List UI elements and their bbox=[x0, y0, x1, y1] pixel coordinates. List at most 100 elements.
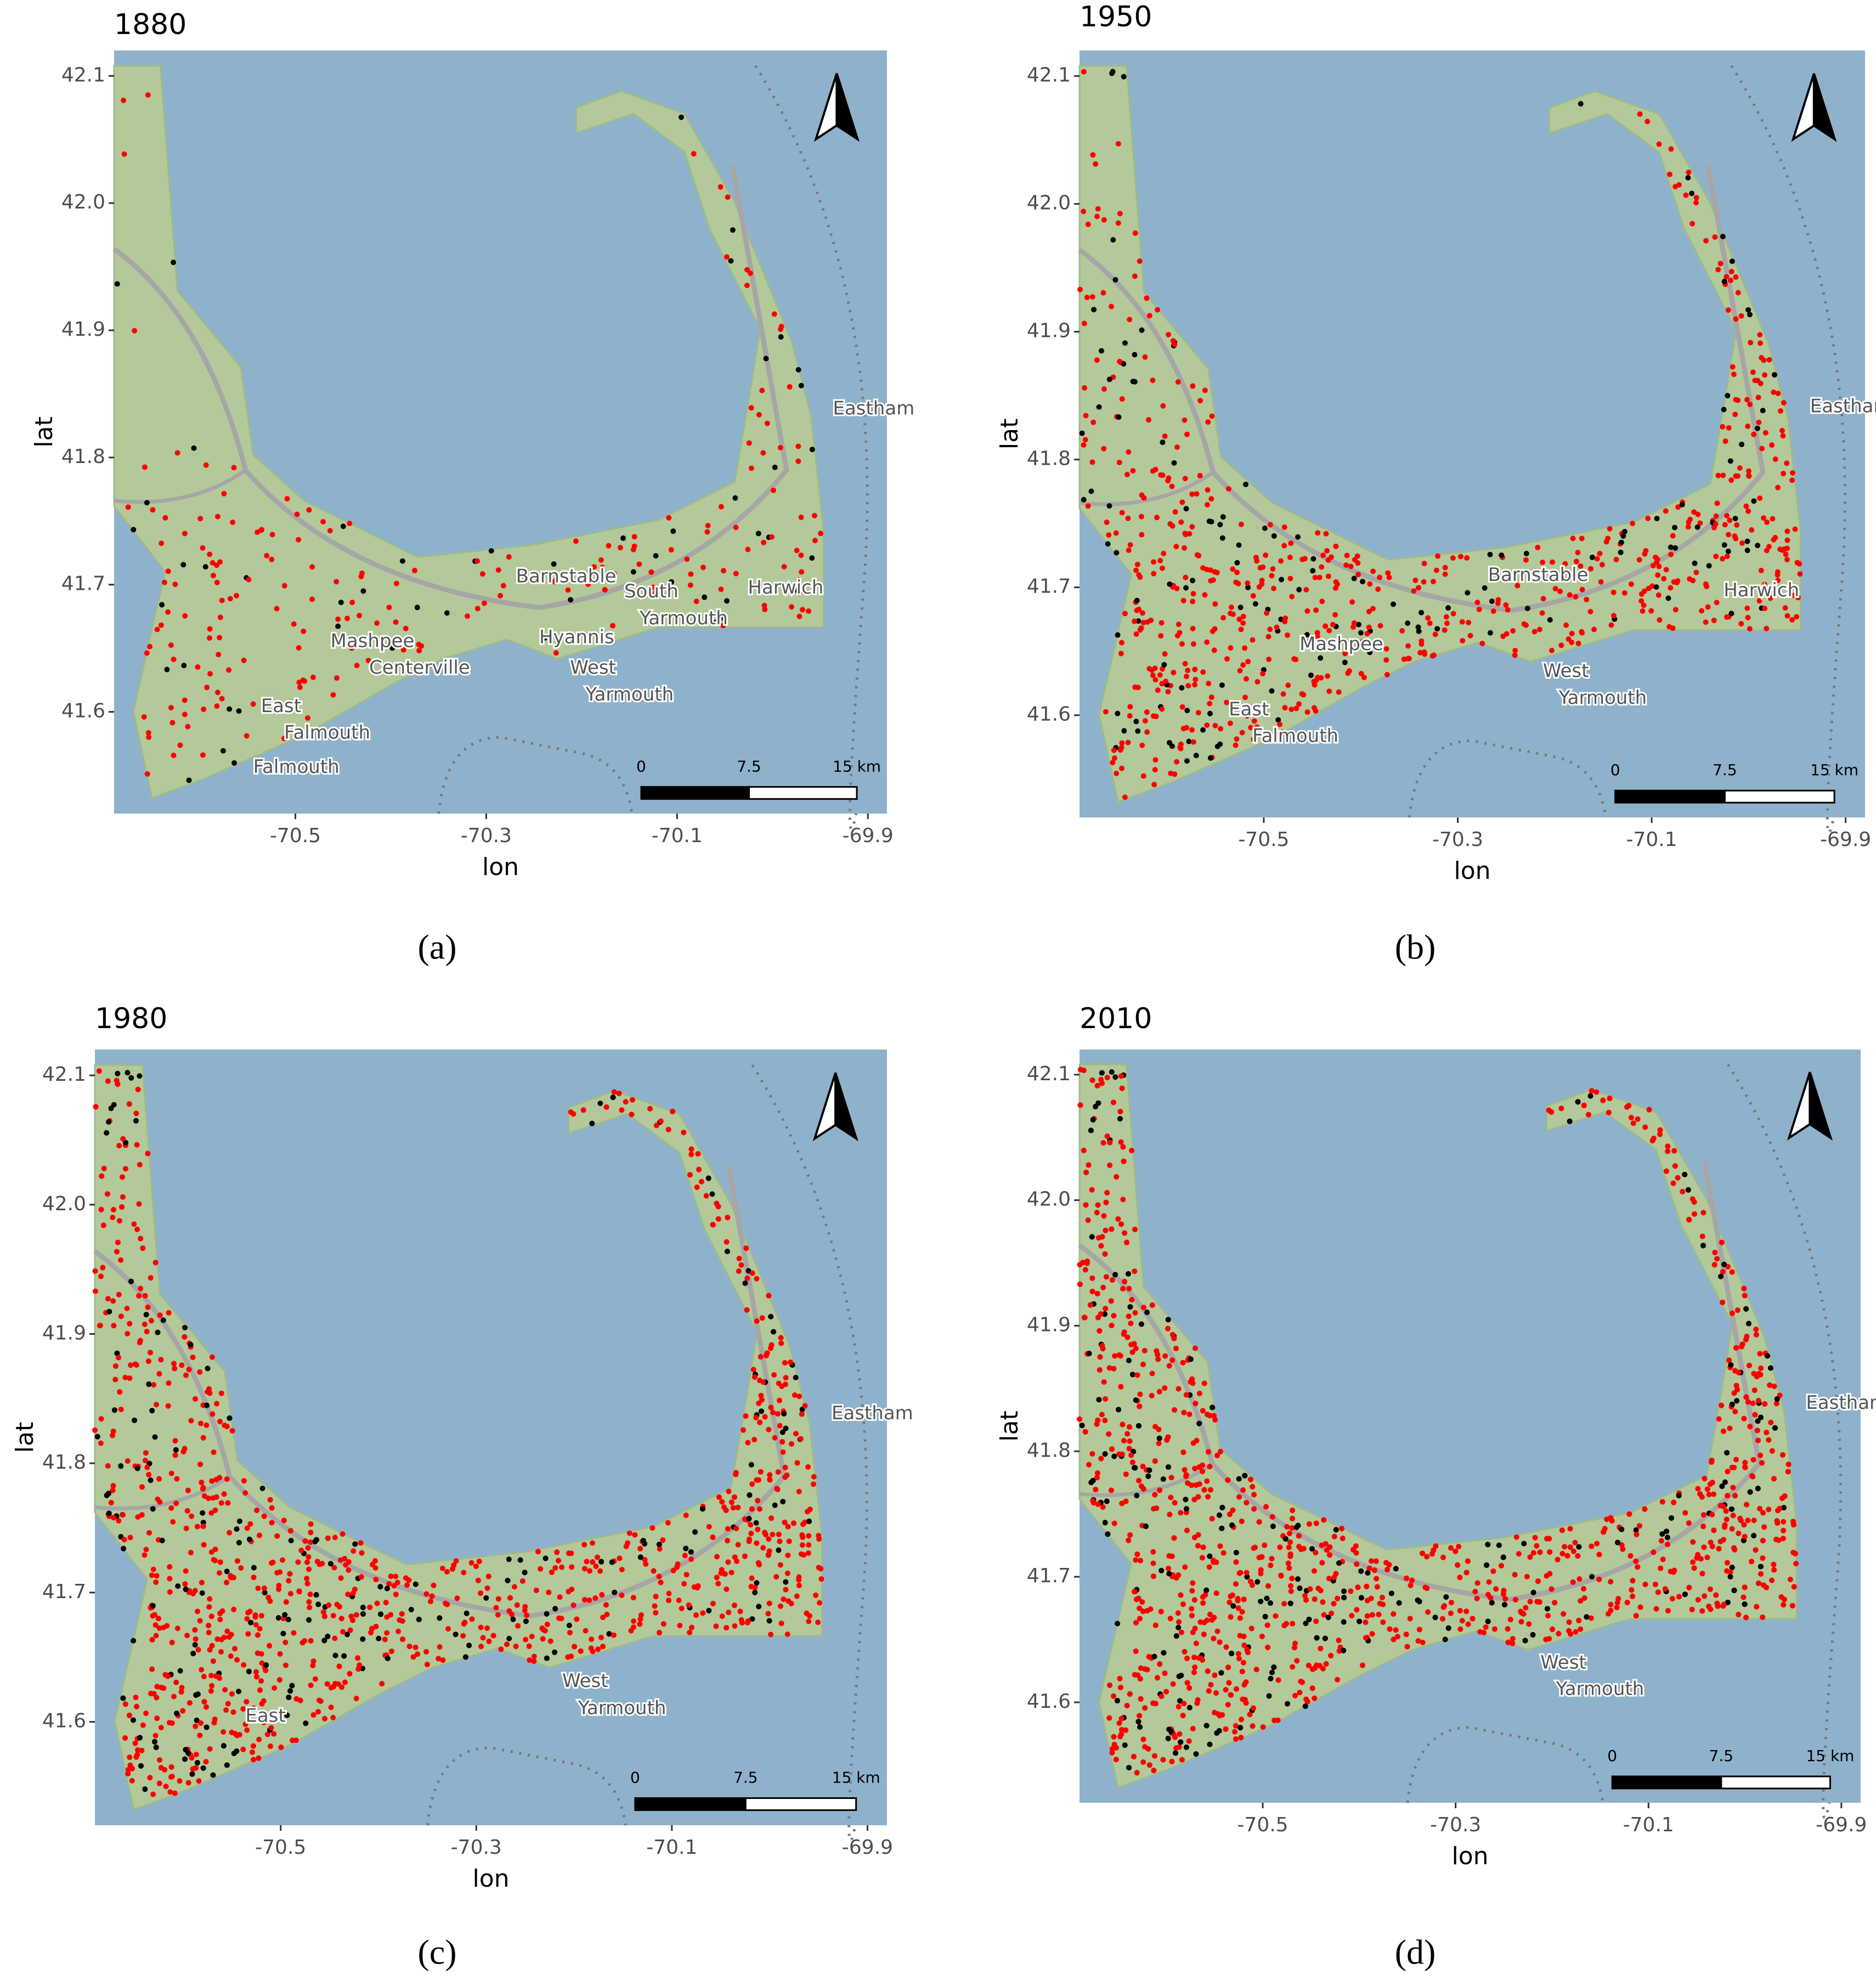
settlement-dot bbox=[230, 1575, 236, 1581]
settlement-dot bbox=[100, 1265, 106, 1271]
settlement-dot bbox=[1171, 460, 1177, 466]
settlement-dot bbox=[681, 1581, 687, 1587]
scale-label: 0 bbox=[636, 757, 646, 775]
settlement-dot bbox=[158, 1357, 164, 1363]
settlement-dot bbox=[183, 1586, 189, 1592]
settlement-dot bbox=[600, 1615, 606, 1621]
settlement-dot bbox=[224, 1579, 230, 1586]
settlement-dot bbox=[166, 1310, 172, 1316]
settlement-dot bbox=[1745, 424, 1751, 430]
settlement-dot bbox=[188, 1549, 194, 1555]
settlement-dot bbox=[1121, 728, 1127, 734]
settlement-dot bbox=[151, 1382, 157, 1388]
map-panel: EasthamBarnstableHarwichMashpeeEastFalmo… bbox=[996, 1, 1876, 967]
settlement-dot bbox=[1450, 611, 1456, 617]
settlement-dot bbox=[1319, 564, 1325, 570]
settlement-dot bbox=[1784, 460, 1790, 466]
settlement-dot bbox=[1778, 408, 1784, 414]
settlement-dot bbox=[693, 599, 699, 605]
settlement-dot bbox=[384, 1630, 390, 1636]
settlement-dot bbox=[818, 1576, 824, 1582]
settlement-dot bbox=[1351, 576, 1357, 582]
settlement-dot bbox=[1142, 354, 1148, 360]
settlement-dot bbox=[1641, 588, 1647, 594]
settlement-dot bbox=[1383, 646, 1389, 652]
settlement-dot bbox=[721, 568, 727, 574]
settlement-dot bbox=[193, 1723, 199, 1729]
settlement-dot bbox=[110, 1215, 116, 1221]
settlement-dot bbox=[1168, 770, 1174, 776]
settlement-dot bbox=[1094, 357, 1100, 363]
settlement-dot bbox=[1081, 208, 1087, 215]
settlement-dot bbox=[313, 1592, 319, 1598]
settlement-dot bbox=[454, 1595, 460, 1601]
settlement-dot bbox=[110, 1487, 116, 1493]
settlement-dot bbox=[1301, 692, 1307, 698]
settlement-dot bbox=[155, 1616, 161, 1622]
settlement-dot bbox=[598, 1559, 604, 1565]
settlement-dot bbox=[1295, 534, 1301, 540]
settlement-dot bbox=[1689, 221, 1696, 227]
settlement-dot bbox=[670, 1108, 676, 1114]
settlement-dot bbox=[1591, 627, 1597, 633]
settlement-dot bbox=[120, 1194, 126, 1200]
settlement-dot bbox=[156, 1625, 162, 1631]
settlement-dot bbox=[1771, 389, 1777, 395]
settlement-dot bbox=[229, 1729, 235, 1735]
settlement-dot bbox=[1085, 221, 1091, 227]
settlement-dot bbox=[255, 1586, 261, 1592]
settlement-dot bbox=[214, 514, 221, 520]
settlement-dot bbox=[756, 411, 762, 417]
settlement-dot bbox=[691, 151, 697, 157]
settlement-dot bbox=[144, 500, 150, 506]
place-label: Eastham bbox=[833, 397, 914, 419]
settlement-dot bbox=[783, 1587, 789, 1593]
settlement-dot bbox=[766, 1293, 772, 1299]
settlement-dot bbox=[718, 586, 724, 593]
place-label: Mashpee bbox=[1299, 633, 1383, 655]
settlement-dot bbox=[318, 1698, 324, 1704]
settlement-dot bbox=[1151, 782, 1157, 788]
settlement-dot bbox=[636, 561, 642, 567]
settlement-dot bbox=[1744, 397, 1750, 403]
settlement-dot bbox=[202, 564, 208, 570]
settlement-dot bbox=[414, 605, 420, 611]
settlement-dot bbox=[439, 1565, 445, 1571]
x-tick-label: -70.5 bbox=[270, 825, 321, 847]
settlement-dot bbox=[1540, 596, 1546, 602]
settlement-dot bbox=[1155, 687, 1161, 693]
settlement-dot bbox=[1686, 170, 1692, 176]
settlement-dot bbox=[630, 1097, 636, 1103]
settlement-dot bbox=[208, 1673, 214, 1679]
settlement-dot bbox=[1160, 403, 1166, 409]
settlement-dot bbox=[737, 1609, 743, 1615]
settlement-dot bbox=[179, 1685, 185, 1691]
settlement-dot bbox=[1503, 602, 1509, 608]
settlement-dot bbox=[798, 1436, 804, 1442]
settlement-dot bbox=[251, 1565, 257, 1571]
place-label: Falmouth bbox=[1252, 725, 1338, 747]
settlement-dot bbox=[1082, 437, 1088, 443]
settlement-dot bbox=[566, 1550, 572, 1556]
settlement-dot bbox=[1549, 647, 1555, 653]
settlement-dot bbox=[167, 1564, 173, 1570]
place-label: Eastham bbox=[832, 1402, 913, 1424]
settlement-dot bbox=[207, 626, 213, 632]
settlement-dot bbox=[1117, 358, 1123, 364]
settlement-dot bbox=[1399, 628, 1405, 634]
settlement-dot bbox=[1569, 630, 1575, 636]
settlement-dot bbox=[793, 1431, 799, 1437]
settlement-dot bbox=[1140, 619, 1146, 625]
settlement-dot bbox=[177, 742, 183, 748]
settlement-dot bbox=[149, 1666, 155, 1672]
settlement-dot bbox=[1157, 672, 1163, 678]
settlement-dot bbox=[165, 1403, 171, 1409]
settlement-dot bbox=[1234, 569, 1240, 576]
settlement-dot bbox=[197, 1720, 204, 1726]
settlement-dot bbox=[1090, 152, 1096, 158]
settlement-dot bbox=[142, 1321, 148, 1327]
settlement-dot bbox=[1665, 595, 1671, 601]
settlement-dot bbox=[369, 1626, 375, 1632]
settlement-dot bbox=[155, 1329, 161, 1335]
settlement-dot bbox=[142, 1786, 148, 1792]
